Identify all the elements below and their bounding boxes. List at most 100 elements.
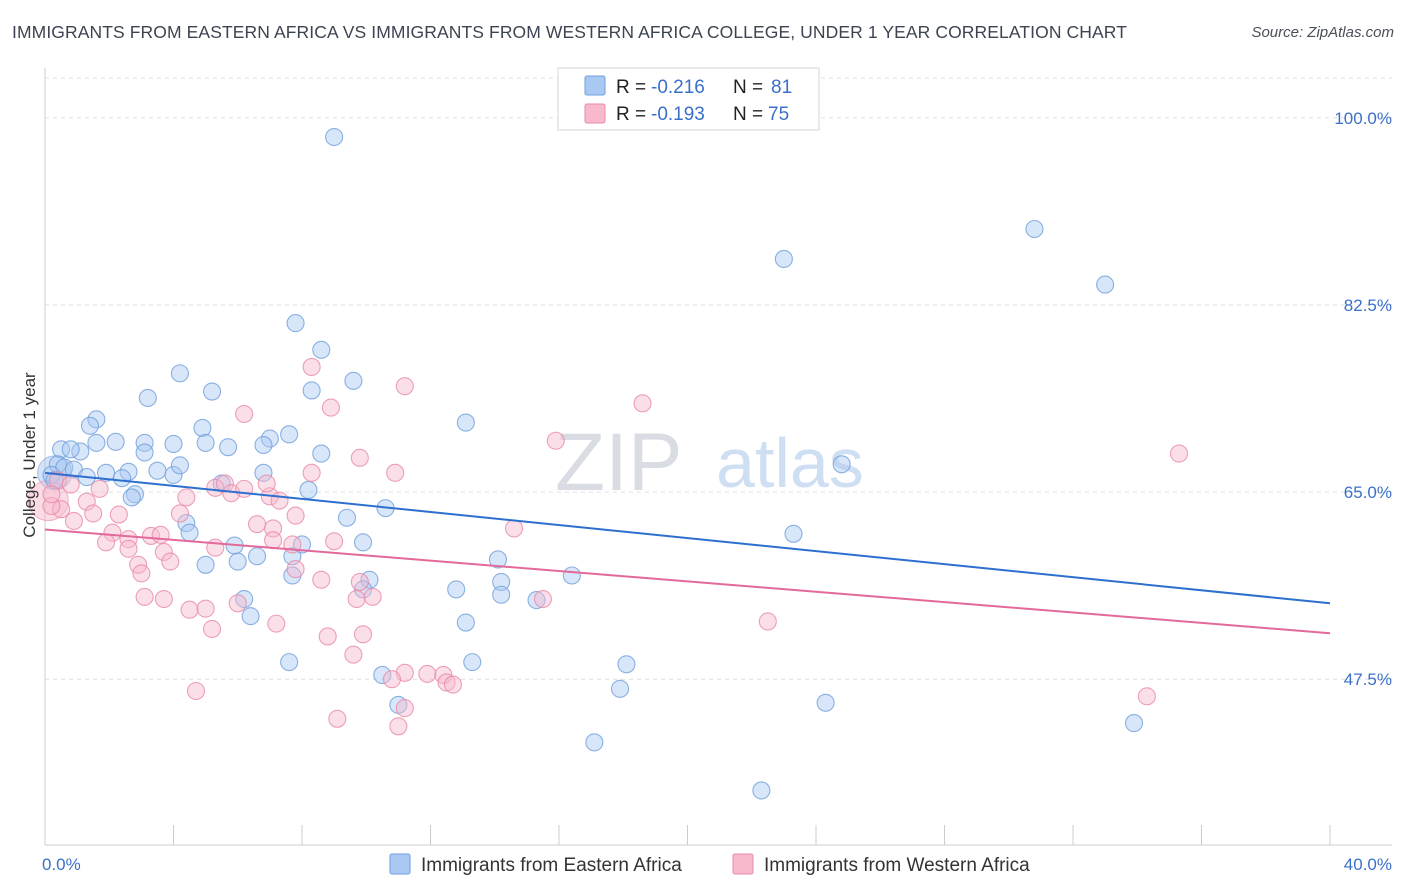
western-africa-point-73 [42, 485, 61, 504]
western-africa-point-54 [180, 600, 199, 619]
western-africa-point-11 [61, 475, 80, 494]
western-africa-point-2 [633, 394, 652, 413]
western-africa-point-63 [418, 664, 437, 683]
western-africa-point-22 [84, 504, 103, 523]
eastern-africa-point-45 [122, 488, 141, 507]
western-africa-point-47 [350, 572, 369, 591]
legend-r-value-blue: -0.216 [651, 77, 705, 98]
tick-labels: 100.0% 82.5% 65.0% 47.5% 0.0% 40.0% [42, 109, 1392, 874]
eastern-africa-point-35 [148, 461, 167, 480]
eastern-africa-point-20 [164, 434, 183, 454]
eastern-africa-point-19 [135, 433, 154, 452]
western-africa-point-37 [325, 532, 344, 551]
eastern-africa-point-34 [119, 462, 138, 481]
western-africa-point-8 [386, 463, 405, 482]
eastern-africa-point-64 [492, 585, 511, 604]
western-africa-point-45 [132, 564, 151, 583]
eastern-africa-point-68 [241, 607, 260, 626]
chart-source: Source: ZipAtlas.com [1251, 24, 1394, 41]
eastern-africa-point-11 [87, 410, 106, 429]
bottom-legend-label-eastern: Immigrants from Eastern Africa [421, 855, 682, 876]
eastern-africa-point-51 [353, 533, 373, 552]
eastern-africa-point-76 [816, 693, 835, 712]
western-africa-point-57 [267, 614, 286, 633]
eastern-africa-point-15 [280, 425, 299, 444]
western-africa-point-52 [533, 589, 552, 609]
y-tick-label-2: 65.0% [1344, 483, 1392, 502]
western-africa-point-20 [77, 492, 96, 511]
western-africa-point-55 [196, 599, 215, 618]
eastern-africa-point-38 [254, 463, 273, 482]
western-africa-point-1 [395, 377, 414, 396]
western-africa-point-28 [247, 515, 267, 534]
western-africa-point-30 [504, 519, 524, 538]
legend-n-label-pink: N = [733, 104, 763, 125]
legend-swatch-blue [584, 75, 606, 96]
western-africa-point-72 [389, 717, 408, 736]
western-africa-point-74 [257, 474, 276, 493]
bottom-legend-label-western: Immigrants from Western Africa [764, 855, 1030, 876]
eastern-africa-point-2 [774, 249, 793, 268]
western-africa-point-25 [286, 506, 305, 525]
western-africa-point-61 [344, 645, 363, 664]
bottom-legend-swatch-eastern [389, 853, 411, 875]
legend-n-value-blue: 81 [771, 77, 792, 98]
legend-r-label-pink: R = [616, 104, 646, 125]
western-africa-point-33 [151, 525, 170, 544]
eastern-africa-point-50 [784, 524, 803, 543]
legend-swatch-pink [584, 103, 606, 124]
western-africa-point-13 [206, 478, 225, 497]
eastern-africa-point-56 [228, 552, 247, 571]
watermark-atlas: atlas [716, 424, 864, 502]
eastern-africa-point-63 [447, 580, 466, 599]
eastern-africa-point-73 [373, 665, 392, 685]
eastern-africa-point-70 [280, 653, 299, 672]
eastern-africa-point-53 [247, 547, 267, 566]
western-africa-point-48 [135, 587, 154, 606]
eastern-africa-point-37 [170, 456, 189, 475]
eastern-africa-point-8 [203, 382, 222, 401]
western-africa-point-5 [546, 431, 565, 450]
eastern-africa-point-29 [832, 455, 851, 474]
eastern-africa-point-72 [617, 655, 636, 674]
eastern-africa-point-23 [254, 435, 273, 455]
eastern-africa-point-18 [106, 432, 125, 451]
western-africa-point-23 [109, 505, 128, 524]
western-africa-point-36 [264, 531, 283, 550]
legend-r-value-pink: -0.193 [651, 104, 705, 125]
western-africa-point-67 [443, 675, 463, 694]
data-points [27, 127, 1189, 800]
eastern-africa-point-17 [87, 433, 106, 452]
eastern-africa-point-41 [113, 469, 132, 488]
eastern-africa-point-16 [260, 429, 279, 448]
eastern-africa-point-71 [463, 653, 482, 672]
western-africa-point-46 [312, 570, 331, 589]
western-africa-point-38 [119, 539, 138, 558]
eastern-africa-point-14 [456, 413, 475, 432]
eastern-africa-point-47 [337, 508, 357, 527]
y-tick-label-1: 82.5% [1344, 296, 1392, 315]
western-africa-point-49 [154, 589, 173, 609]
western-africa-point-12 [90, 479, 109, 498]
western-africa-point-43 [286, 560, 305, 579]
western-africa-point-39 [154, 542, 173, 562]
eastern-africa-point-65 [527, 591, 546, 610]
western-africa-point-60 [318, 627, 337, 646]
legend-r-label-blue: R = [616, 77, 646, 98]
eastern-africa-point-62 [492, 572, 511, 591]
eastern-africa-point-21 [196, 433, 215, 452]
eastern-africa-point-78 [585, 733, 604, 752]
eastern-africa-point-44 [125, 485, 144, 504]
western-africa-point-31 [103, 523, 122, 542]
bottom-legend-swatch-western [732, 853, 754, 875]
eastern-africa-point-69 [456, 613, 475, 632]
trend-line-western [44, 528, 1331, 635]
western-africa-point-69 [1137, 687, 1156, 706]
western-africa-point-40 [206, 538, 225, 557]
eastern-africa-point-12 [80, 416, 100, 435]
eastern-africa-point-79 [752, 781, 771, 800]
western-africa-point-35 [96, 533, 116, 552]
watermark-zip: ZIP [555, 417, 683, 508]
eastern-africa-point-28 [312, 444, 331, 463]
